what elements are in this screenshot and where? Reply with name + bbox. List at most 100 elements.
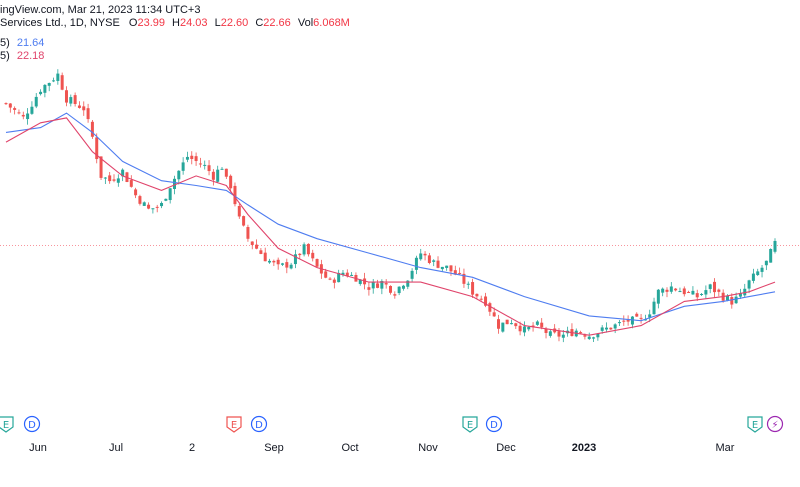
dividend-glyph: D (490, 420, 498, 431)
candle-body (423, 253, 427, 256)
high-label: H (172, 17, 180, 29)
candle-body (250, 241, 254, 245)
candle-body (674, 288, 678, 291)
candle-body (445, 265, 449, 268)
candle-body (492, 312, 496, 317)
earnings-glyph: E (231, 420, 237, 431)
candle-body (134, 189, 138, 196)
source-line: ingView.com, Mar 21, 2023 11:34 UTC+3 (0, 4, 201, 16)
candle-body (509, 323, 513, 325)
dividend-glyph: D (28, 420, 36, 431)
candle-body (630, 316, 634, 325)
ma-fast-legend[interactable]: 5) 22.18 (0, 50, 44, 63)
candle-body (255, 244, 259, 249)
candle-body (242, 216, 246, 226)
candle-body (730, 297, 734, 305)
candle-body (276, 259, 280, 265)
candle-body (691, 290, 695, 295)
earnings-glyph: E (467, 420, 473, 431)
candle-body (704, 290, 708, 295)
candle-body (285, 262, 289, 268)
candle-body (687, 291, 691, 293)
candle-body (103, 177, 107, 179)
candle-body (155, 206, 159, 208)
candle-body (484, 296, 488, 306)
candle-body (678, 291, 682, 293)
x-tick-label: Nov (418, 442, 438, 454)
candle-body (147, 204, 151, 209)
candle-body (488, 303, 492, 312)
candle-body (332, 279, 336, 283)
candle-body (751, 273, 755, 281)
candle-body (596, 333, 600, 338)
candle-body (52, 80, 56, 82)
candle-body (99, 156, 103, 178)
dividend-marker: D (250, 415, 268, 433)
candle-body (181, 162, 185, 171)
ma-slow-line (5, 112, 776, 322)
candle-body (380, 280, 384, 289)
candle-body (259, 250, 263, 254)
candle-body (531, 325, 535, 328)
candle-body (86, 108, 90, 120)
candle-body (203, 164, 207, 166)
candle-body (648, 314, 652, 318)
candle-body (121, 169, 125, 177)
candle-body (190, 155, 194, 160)
candle-body (622, 320, 626, 322)
candle-body (30, 106, 34, 114)
candle-body (540, 322, 544, 328)
candle-body (280, 263, 284, 265)
candle-body (211, 171, 215, 180)
candle-body (345, 272, 349, 277)
x-axis: Jun Jul 2 Sep Oct Nov Dec 2023 Mar (29, 442, 735, 454)
candle-body (350, 274, 354, 276)
candle-body (605, 327, 609, 330)
candle-body (514, 323, 518, 327)
candle-body (151, 208, 155, 210)
symbol-label: Services Ltd., 1D, NYSE (0, 17, 120, 29)
candle-body (64, 90, 68, 103)
candle-body (177, 170, 181, 180)
candle-body (419, 253, 423, 260)
candle-body (393, 294, 397, 296)
x-tick-label: Oct (341, 442, 358, 454)
candle-body (527, 327, 531, 330)
candle-body (341, 272, 345, 275)
candle-body (95, 137, 99, 160)
candle-body (198, 163, 202, 165)
ma-fast-value: 22.18 (16, 50, 45, 62)
candle-body (337, 272, 341, 283)
candle-body (4, 103, 8, 105)
candle-body (717, 289, 721, 292)
candle-body (639, 317, 643, 319)
candle-body (129, 180, 133, 187)
candle-body (695, 293, 699, 298)
candle-body (682, 288, 686, 295)
candle-body (453, 270, 457, 275)
candle-body (773, 240, 777, 252)
candle-body (108, 175, 112, 182)
candle-body (497, 319, 501, 329)
candle-body (635, 313, 639, 317)
ma-slow-legend[interactable]: 5) 21.64 (0, 37, 44, 50)
candle-body (738, 293, 742, 297)
candle-body (172, 178, 176, 189)
earnings-glyph: E (3, 420, 9, 431)
candle-body (535, 321, 539, 325)
x-tick-label: Jul (109, 442, 123, 454)
candle-body (665, 289, 669, 292)
candle-body (518, 325, 522, 332)
candle-body (233, 185, 237, 205)
candle-body (8, 103, 12, 108)
candle-body (522, 326, 526, 333)
candle-body (164, 198, 168, 201)
candle-body (376, 283, 380, 288)
candle-body (138, 196, 142, 204)
split-glyph: ⚡ (771, 420, 778, 431)
candle-body (769, 249, 773, 263)
candle-body (289, 264, 293, 269)
x-tick-label: Sep (264, 442, 284, 454)
